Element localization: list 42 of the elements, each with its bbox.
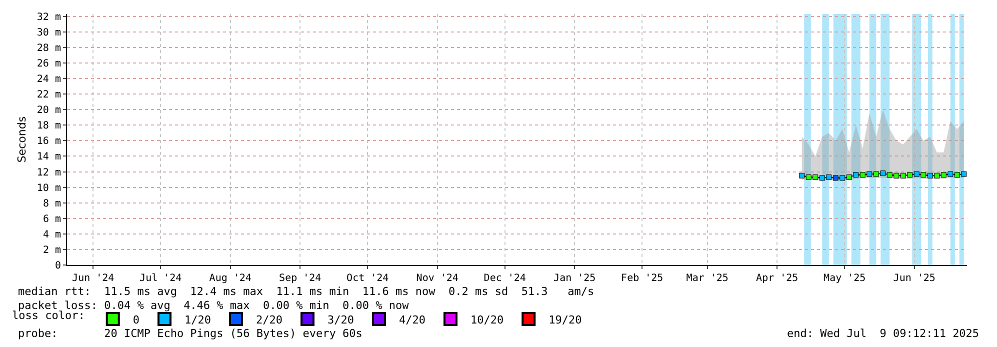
y-tick-label: 32 m: [36, 12, 61, 23]
y-tick-label: 14 m: [36, 152, 61, 163]
y-tick-label: 16 m: [36, 136, 61, 148]
legend-label: 19/20: [548, 313, 582, 326]
text: median rtt: 11.5 ms avg 12.4 ms max 11.1 ms min 11.6 ms now 0.2 ms sd 51.3 am/s: [18, 285, 594, 298]
y-tick-label: 2 m: [42, 244, 61, 256]
y-tick-label: 0: [54, 260, 61, 272]
x-tick-label: Oct '24: [346, 273, 389, 284]
x-tick-label: Mar '25: [686, 273, 728, 284]
y-tick-label: 18 m: [36, 120, 61, 132]
y-tick-label: 12 m: [36, 167, 61, 178]
y-tick-label: 10 m: [36, 182, 61, 194]
x-tick-label: Aug '24: [209, 273, 252, 284]
legend-label: 2/20: [256, 313, 282, 326]
y-tick-label: 6 m: [42, 214, 61, 225]
x-tick-label: Apr '25: [756, 273, 798, 284]
x-tick-label: Sep '24: [279, 273, 322, 284]
x-tick-label: May '25: [824, 273, 866, 284]
text: end: Wed Jul 9 09:12:11 2025: [787, 327, 980, 340]
text: packet loss: 0.04 % avg 4.46 % max 0.00 % min 0.00 % now: [18, 299, 410, 312]
y-tick-label: 8 m: [42, 198, 61, 210]
legend-label: 1/20: [184, 313, 211, 326]
y-tick-label: 24 m: [36, 74, 61, 85]
x-tick-label: Jul '24: [140, 273, 182, 284]
y-axis-title: Seconds: [16, 116, 29, 163]
legend-label: 0: [132, 313, 140, 326]
x-tick-label: Jan '25: [554, 273, 596, 284]
x-tick-label: Nov '24: [416, 273, 458, 284]
legend-label: 4/20: [398, 313, 426, 326]
y-tick-label: 4 m: [42, 229, 61, 240]
legend-label: 3/20: [327, 313, 354, 326]
y-tick-label: 22 m: [36, 90, 61, 101]
y-tick-label: 20 m: [36, 105, 61, 116]
text: probe: 20 ICMP Echo Pings (56 Bytes) every 60s: [18, 327, 362, 340]
y-tick-label: 26 m: [36, 58, 61, 70]
y-tick-label: 30 m: [36, 27, 61, 38]
y-tick-label: 28 m: [36, 42, 61, 54]
x-tick-label: Feb '25: [621, 273, 664, 284]
x-tick-label: Jun '24: [72, 273, 114, 284]
legend-label: 10/20: [470, 313, 504, 326]
x-tick-label: Dec '24: [484, 273, 526, 284]
x-tick-label: Jun '25: [893, 273, 936, 284]
